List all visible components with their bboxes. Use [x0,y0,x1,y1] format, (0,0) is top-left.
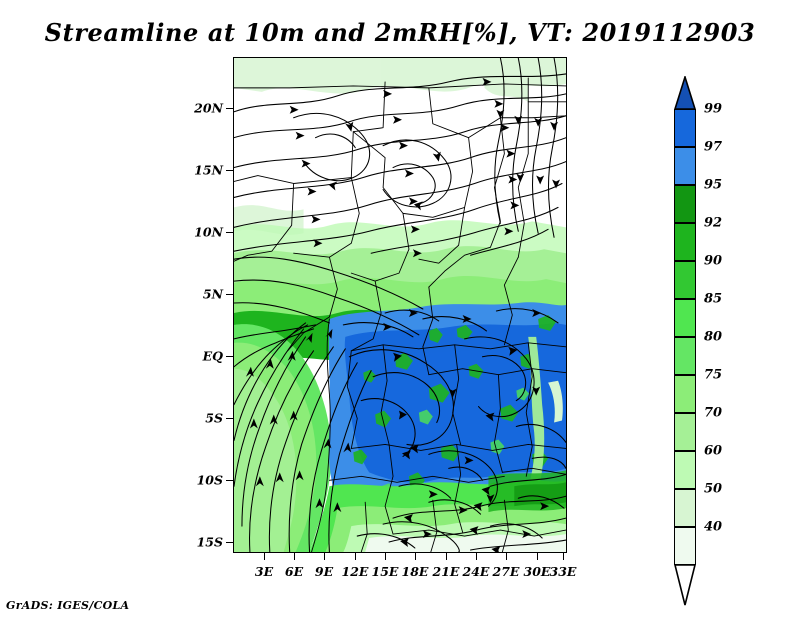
x-tick [446,553,447,560]
y-tick [226,480,233,481]
x-tick [324,553,325,560]
colorbar: 99 97 95 92 90 85 80 75 70 60 50 40 [668,76,788,606]
colorbar-band-90 [674,261,696,299]
colorbar-label-70: 70 [704,405,723,421]
x-axis-label-9: 30E [523,564,551,579]
colorbar-cap-high [674,76,696,110]
y-axis-label-4: EQ [202,348,223,364]
y-axis-label-5: 5S [205,410,223,426]
plot-frame [233,57,567,553]
colorbar-label-99: 99 [704,101,723,117]
x-axis-label-6: 21E [432,564,460,579]
x-axis-label-8: 27E [492,564,520,579]
x-axis-label-0: 3E [254,564,274,579]
colorbar-bands [674,76,696,606]
rh-streamline-field [234,58,566,552]
colorbar-label-80: 80 [704,329,723,345]
colorbar-cap-low [674,564,696,606]
x-axis-label-3: 12E [341,564,369,579]
x-axis-label-5: 18E [401,564,429,579]
colorbar-label-97: 97 [704,139,723,155]
colorbar-band-99 [674,109,696,147]
y-axis-label-6: 10S [196,472,223,488]
y-tick [226,542,233,543]
y-axis-label-0: 20N [194,100,223,116]
x-tick [476,553,477,560]
colorbar-band-97 [674,147,696,185]
plot-area: 20N 15N 10N 5N EQ 5S 10S 15S 3E 6E 9E 12… [194,57,576,579]
y-tick [226,418,233,419]
colorbar-label-95: 95 [704,177,723,193]
grads-attribution: GrADS: IGES/COLA [6,599,130,612]
colorbar-label-85: 85 [704,291,723,307]
y-axis-label-1: 15N [194,162,223,178]
y-axis-label-7: 15S [196,534,223,550]
wind-streamlines [234,58,566,552]
y-tick [226,356,233,357]
colorbar-label-90: 90 [704,253,723,269]
x-axis-label-4: 15E [371,564,399,579]
x-axis-label-7: 24E [462,564,490,579]
x-axis-label-10: 33E [549,564,577,579]
colorbar-band-80 [674,337,696,375]
colorbar-label-60: 60 [704,443,723,459]
colorbar-band-70 [674,413,696,451]
colorbar-label-92: 92 [704,215,723,231]
colorbar-band-40 [674,527,696,565]
x-tick [264,553,265,560]
x-axis-label-2: 9E [314,564,334,579]
colorbar-band-85 [674,299,696,337]
x-tick [415,553,416,560]
colorbar-label-40: 40 [704,519,723,535]
page-title: Streamline at 10m and 2mRH[%], VT: 20191… [44,18,756,47]
x-tick [506,553,507,560]
x-axis-label-1: 6E [284,564,304,579]
y-axis-label-2: 10N [194,224,223,240]
y-axis-label-3: 5N [202,286,223,302]
x-tick [355,553,356,560]
streamline-arrowheads [245,77,561,552]
x-tick [537,553,538,560]
y-tick [226,294,233,295]
y-tick [226,108,233,109]
colorbar-band-95 [674,185,696,223]
y-tick [226,170,233,171]
colorbar-band-92 [674,223,696,261]
colorbar-band-50 [674,489,696,527]
x-tick [563,553,564,560]
x-tick [294,553,295,560]
colorbar-label-50: 50 [704,481,723,497]
colorbar-band-75 [674,375,696,413]
y-tick [226,232,233,233]
x-tick [385,553,386,560]
colorbar-label-75: 75 [704,367,723,383]
colorbar-band-60 [674,451,696,489]
